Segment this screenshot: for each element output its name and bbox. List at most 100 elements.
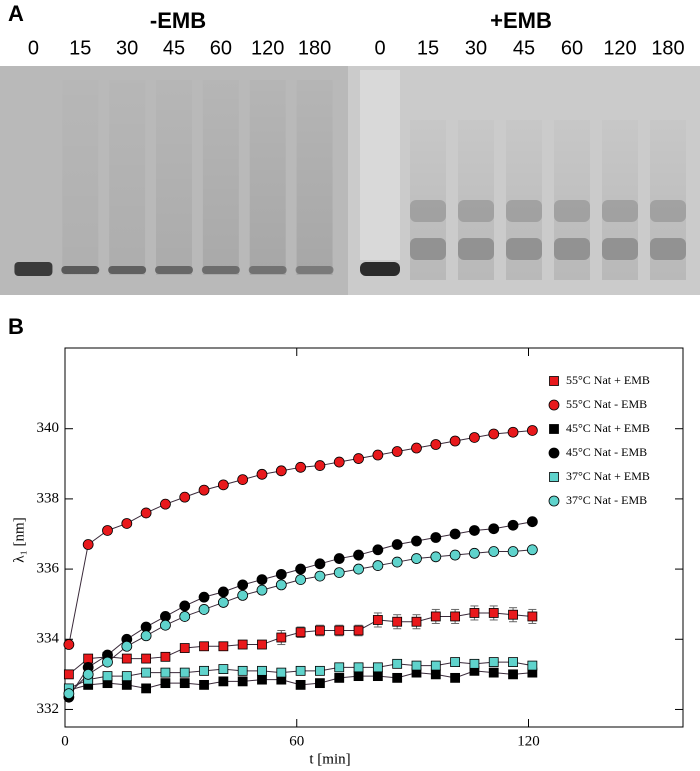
point	[121, 653, 132, 664]
point	[217, 597, 229, 608]
point	[179, 643, 190, 653]
point	[141, 667, 152, 678]
legend-marker	[549, 376, 559, 386]
point	[449, 528, 461, 540]
point	[469, 432, 480, 443]
y-axis-label: λ₁ [nm]	[11, 517, 27, 562]
gel-band	[506, 238, 542, 260]
point	[140, 507, 152, 519]
gel-band	[61, 266, 100, 274]
point	[237, 590, 249, 601]
point	[179, 491, 191, 503]
legend-label: 45°C Nat + EMB	[566, 421, 650, 435]
point	[315, 665, 325, 676]
point	[295, 574, 307, 586]
x-tick-label: 120	[517, 733, 540, 749]
y-tick-label: 332	[37, 701, 60, 717]
gel-band	[248, 266, 287, 274]
point	[199, 665, 209, 676]
point	[333, 553, 345, 564]
point	[526, 425, 538, 436]
point	[295, 665, 306, 676]
point	[82, 668, 94, 680]
gel-smear	[296, 80, 333, 275]
point	[276, 667, 287, 678]
point	[275, 568, 287, 580]
gel-smear	[109, 80, 146, 275]
point	[334, 662, 345, 673]
point	[257, 674, 267, 685]
point	[83, 653, 94, 664]
gel-band	[602, 238, 638, 260]
gel-smear	[202, 80, 239, 275]
gel-band	[650, 238, 686, 260]
point	[469, 608, 480, 618]
point	[237, 676, 248, 687]
point	[353, 549, 364, 561]
lane-label: 15	[417, 37, 439, 59]
point	[217, 479, 229, 491]
gel-band	[295, 266, 334, 274]
point	[527, 611, 538, 622]
point	[198, 604, 210, 615]
point	[237, 665, 248, 676]
x-tick-label: 60	[289, 733, 304, 749]
point	[469, 547, 480, 559]
lane-label: 60	[210, 37, 232, 59]
point	[334, 625, 345, 636]
point	[469, 658, 480, 669]
point	[160, 498, 171, 510]
point	[121, 518, 133, 529]
point	[295, 679, 306, 690]
point	[372, 662, 383, 673]
point	[121, 671, 132, 682]
point	[218, 641, 229, 652]
panel-label: A	[8, 1, 24, 26]
gel-band	[554, 200, 590, 222]
point	[141, 683, 152, 694]
point	[411, 553, 422, 564]
gel-band	[554, 238, 590, 260]
point	[353, 625, 364, 636]
point	[315, 678, 325, 689]
gel-band	[458, 200, 494, 222]
point	[256, 468, 268, 480]
point	[275, 579, 287, 591]
point	[295, 461, 307, 473]
point	[507, 546, 519, 557]
point	[508, 609, 518, 620]
point	[392, 672, 403, 683]
point	[237, 474, 249, 485]
point	[411, 535, 422, 547]
legend-marker	[549, 424, 559, 434]
gel-band	[155, 266, 193, 274]
point	[450, 611, 461, 622]
point	[392, 658, 403, 669]
point	[430, 551, 442, 563]
lane-label: 120	[603, 37, 636, 59]
lane-label: 30	[116, 37, 138, 59]
lane-label: 60	[561, 37, 583, 59]
lane-label: 0	[28, 37, 39, 59]
point	[237, 579, 249, 591]
gel-band	[108, 266, 147, 274]
point	[276, 632, 287, 643]
point	[334, 672, 345, 683]
point	[333, 567, 345, 578]
gel-smear	[249, 80, 286, 275]
point	[257, 665, 267, 676]
legend-label: 37°C Nat - EMB	[566, 493, 647, 507]
point	[102, 656, 113, 668]
point	[314, 570, 326, 582]
plot-frame	[64, 347, 684, 728]
point	[237, 639, 248, 650]
lane-label: 45	[513, 37, 535, 59]
point	[372, 615, 383, 625]
gel-band	[410, 238, 446, 260]
gel-band	[201, 266, 240, 274]
y-tick-label: 334	[37, 631, 60, 647]
lane-label: 0	[374, 37, 385, 59]
gel-band	[506, 200, 542, 222]
point	[372, 544, 384, 556]
point	[102, 671, 113, 682]
